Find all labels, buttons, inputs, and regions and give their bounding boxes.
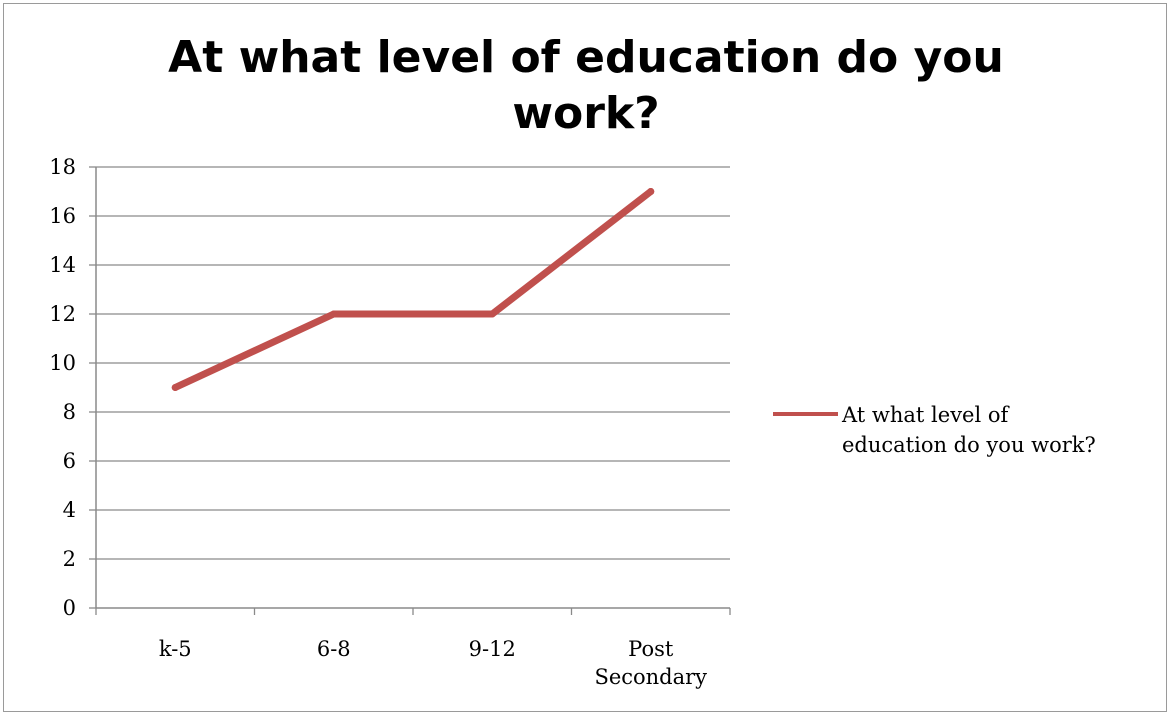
chart-frame	[3, 3, 1167, 712]
y-tick-label: 18	[49, 155, 76, 179]
data-point	[330, 310, 338, 318]
legend-label: education do you work?	[842, 433, 1096, 457]
y-tick-label: 4	[63, 498, 76, 522]
y-tick-label: 10	[49, 351, 76, 375]
x-tick-label: Post	[628, 637, 674, 661]
y-tick-label: 16	[49, 204, 76, 228]
data-point	[171, 384, 179, 391]
y-tick-label: 2	[63, 547, 76, 571]
chart-title-line: work?	[512, 88, 659, 139]
legend-label: At what level of	[841, 403, 1011, 427]
series-line	[171, 188, 655, 391]
x-tick-label: Secondary	[594, 665, 707, 689]
data-point	[647, 188, 655, 195]
gridlines	[96, 166, 730, 560]
x-tick-label: 6-8	[317, 637, 351, 661]
x-axis-ticks: k-5 6-8 9-12 Post Secondary	[95, 608, 731, 689]
chart-title-line: At what level of education do you	[168, 32, 1004, 83]
x-tick-label: k-5	[159, 637, 192, 661]
y-tick-label: 14	[49, 253, 76, 277]
y-tick-label: 12	[49, 302, 76, 326]
y-tick-label: 6	[63, 449, 76, 473]
series-group	[171, 188, 655, 391]
data-point	[488, 310, 496, 318]
y-tick-label: 8	[63, 400, 76, 424]
y-tick-label: 0	[63, 596, 76, 620]
y-axis-ticks: 0 2 4 6 8 10 12 14 16 18	[49, 155, 96, 620]
legend: At what level of education do you work?	[773, 403, 1096, 457]
axes	[95, 167, 730, 609]
x-tick-label: 9-12	[469, 637, 516, 661]
